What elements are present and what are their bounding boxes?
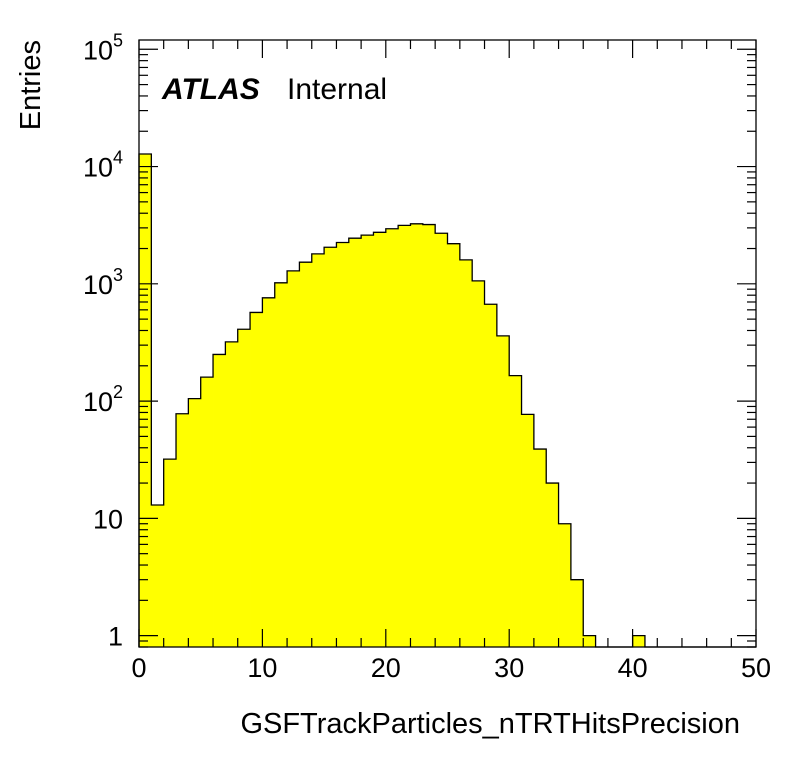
histogram-bar <box>472 280 485 647</box>
histogram-bar <box>324 247 337 648</box>
histogram-bar <box>447 243 461 647</box>
y-tick-label: 10 <box>93 504 123 534</box>
x-tick-label: 50 <box>741 653 771 683</box>
x-tick-label: 40 <box>618 653 648 683</box>
histogram-bar <box>583 635 596 647</box>
histogram-bar <box>200 377 214 647</box>
histogram-bar <box>225 341 239 647</box>
histogram-bar <box>385 228 399 647</box>
y-tick-label: 104 <box>83 148 123 183</box>
histogram-bar <box>484 304 498 647</box>
histogram-bar <box>435 233 448 647</box>
histogram-bars <box>139 153 646 648</box>
histogram-bar <box>299 262 313 647</box>
x-tick-labels: 0 10 20 30 40 50 <box>131 653 771 683</box>
histogram-bar <box>509 375 522 647</box>
x-tick-label: 20 <box>371 653 401 683</box>
histogram-bar <box>521 414 535 647</box>
histogram-bar <box>632 635 646 647</box>
histogram-bar <box>361 235 374 647</box>
atlas-label: ATLAS <box>161 73 260 106</box>
histogram-bar <box>213 354 226 647</box>
plot-frame <box>138 39 757 648</box>
histogram-bar <box>546 483 559 647</box>
x-tick-label: 30 <box>494 653 524 683</box>
internal-label: Internal <box>287 73 387 106</box>
histogram-bar <box>398 225 411 647</box>
histogram-bar <box>237 329 251 647</box>
histogram-bar <box>311 253 325 647</box>
histogram-bar <box>496 335 510 647</box>
histogram-bar <box>410 223 424 648</box>
histogram-bar <box>151 505 165 647</box>
y-tick-label: 102 <box>83 382 123 417</box>
x-axis-label: GSFTrackParticles_nTRTHitsPrecision <box>240 708 740 740</box>
y-tick-label: 1 <box>108 622 123 652</box>
histogram-bar <box>336 242 350 647</box>
y-tick-labels: 1 10 102 103 104 105 <box>83 30 123 651</box>
y-tick-label: 103 <box>83 265 123 300</box>
histogram-bar <box>163 459 177 647</box>
histogram-bar <box>348 238 362 648</box>
histogram-bar <box>570 579 584 647</box>
x-tick-label: 0 <box>131 653 146 683</box>
histogram-bar <box>533 449 547 647</box>
histogram-bar <box>287 270 300 647</box>
histogram-bar <box>459 259 473 647</box>
y-tick-label: 105 <box>83 30 123 65</box>
histogram-bar <box>373 232 387 647</box>
histogram-bar <box>558 523 572 647</box>
histogram-bar <box>274 282 288 647</box>
histogram-bar <box>188 398 202 647</box>
histogram-bar <box>250 312 263 647</box>
histogram-bar <box>422 224 436 647</box>
histogram-bar <box>262 297 276 647</box>
histogram-bar <box>176 413 189 647</box>
x-tick-label: 10 <box>247 653 277 683</box>
axis-ticks <box>138 40 757 648</box>
y-axis-label: Entries <box>15 40 47 130</box>
